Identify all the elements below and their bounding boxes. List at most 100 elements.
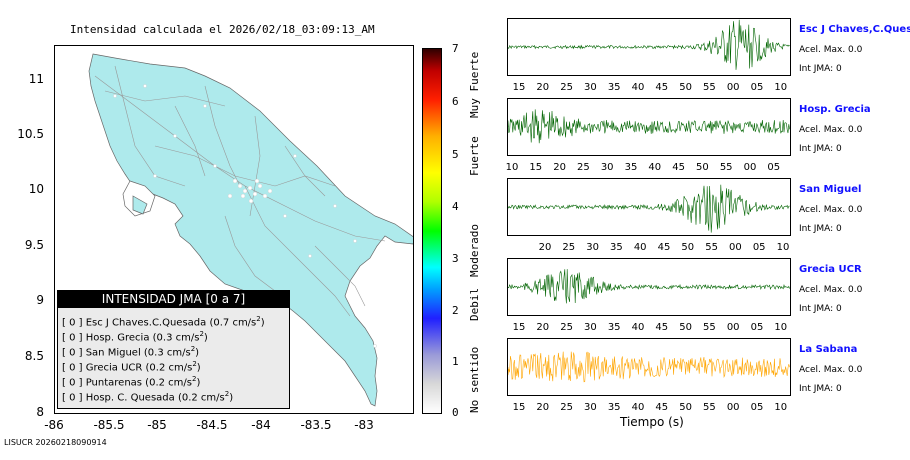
- time-tick-label: 50: [696, 162, 709, 173]
- waveform-line: [508, 109, 790, 144]
- time-tick-label: 30: [584, 82, 597, 93]
- station-name[interactable]: Hosp. Grecia: [799, 104, 871, 115]
- map-y-tick: 8: [36, 405, 44, 419]
- map-x-tick: -83: [354, 418, 374, 432]
- waveform-trace-4: [507, 338, 791, 396]
- time-tick-label: 45: [655, 82, 669, 93]
- costa-rica-map: [88, 53, 413, 407]
- waveform-line: [508, 351, 790, 383]
- colorbar-label: No sentido: [468, 346, 481, 413]
- time-tick-label: 05: [750, 322, 764, 333]
- time-tick-label: 30: [584, 322, 597, 333]
- time-tick-label: 20: [538, 242, 552, 253]
- colorbar-tick: 7: [452, 42, 459, 55]
- colorbar-tick: 4: [452, 200, 459, 213]
- time-tick-label: 55: [705, 242, 718, 253]
- map-x-tick: -85.5: [93, 418, 125, 432]
- waveform-svg: [508, 351, 790, 383]
- time-tick-label: 40: [631, 322, 645, 333]
- colorbar-label: Fuerte: [468, 136, 481, 176]
- waveform-time-ticks: 10 15 20 25 30 35 40 45 50 55 00 05: [505, 162, 789, 174]
- waveform-trace-0: [507, 18, 791, 76]
- time-tick-label: 55: [719, 162, 733, 173]
- time-tick-label: 25: [560, 402, 573, 413]
- time-tick-label: 35: [607, 82, 621, 93]
- time-tick-label: 20: [553, 162, 566, 173]
- time-tick-label: 45: [655, 402, 669, 413]
- time-tick-label: 50: [679, 322, 692, 333]
- colorbar-label: Debil: [468, 287, 481, 321]
- legend-item: [ 0 ] Puntarenas (0.2 cm/s2): [62, 375, 201, 389]
- time-tick-label: 25: [560, 322, 573, 333]
- time-tick-label: 05: [752, 242, 766, 253]
- waveform-time-ticks: 15 20 25 30 35 40 45 50 55 00 05 10: [507, 402, 789, 414]
- time-tick-label: 40: [648, 162, 662, 173]
- legend-item: [ 0 ] Esc J Chaves.C.Quesada (0.7 cm/s2): [62, 315, 265, 329]
- time-tick-label: 55: [703, 322, 716, 333]
- station-name[interactable]: San Miguel: [799, 184, 862, 195]
- waveform-time-ticks: 20 25 30 35 40 45 50 55 00 05 10: [507, 242, 790, 254]
- map-y-tick: 11: [28, 72, 44, 86]
- time-tick-label: 10: [776, 242, 790, 253]
- map-x-tick: -83.5: [300, 418, 332, 432]
- time-tick-label: 15: [529, 162, 543, 173]
- legend-item: [ 0 ] Hosp. C. Quesada (0.2 cm/s2): [62, 390, 234, 404]
- legend-item: [ 0 ] Grecia UCR (0.2 cm/s2): [62, 360, 201, 374]
- time-tick-label: 30: [584, 402, 597, 413]
- legend-title: INTENSIDAD JMA [0 a 7]: [58, 291, 289, 308]
- time-tick-label: 25: [562, 242, 576, 253]
- map-y-tick: 8.5: [24, 349, 44, 363]
- time-tick-label: 00: [726, 82, 740, 93]
- waveform-svg: [508, 19, 790, 70]
- time-tick-label: 05: [750, 402, 764, 413]
- waveform-trace-2: [507, 178, 791, 236]
- time-tick-label: 50: [681, 242, 695, 253]
- map-x-tick: -84.5: [196, 418, 228, 432]
- colorbar-tick: 1: [452, 355, 459, 368]
- legend-item: [ 0 ] Hosp. Grecia (0.3 cm/s2): [62, 330, 208, 344]
- time-tick-label: 05: [750, 82, 764, 93]
- station-jma-intensity: Int JMA: 0: [799, 64, 842, 74]
- time-tick-label: 55: [703, 402, 716, 413]
- station-name[interactable]: Esc J Chaves,C.Quesada: [799, 24, 910, 35]
- map-y-tick: 10: [28, 182, 44, 196]
- colorbar-tick: 3: [452, 252, 459, 265]
- time-tick-label: 15: [512, 402, 526, 413]
- station-name[interactable]: La Sabana: [799, 344, 858, 355]
- time-tick-label: 20: [536, 402, 550, 413]
- time-axis-label: Tiempo (s): [620, 415, 684, 429]
- station-name[interactable]: Grecia UCR: [799, 264, 862, 275]
- time-tick-label: 30: [586, 242, 599, 253]
- time-tick-label: 00: [729, 242, 742, 253]
- time-tick-label: 55: [703, 82, 716, 93]
- time-tick-label: 35: [607, 402, 621, 413]
- station-jma-intensity: Int JMA: 0: [799, 224, 842, 234]
- time-tick-label: 05: [767, 162, 781, 173]
- time-tick-label: 10: [505, 162, 519, 173]
- station-accel-max: Acel. Max. 0.0: [799, 365, 863, 375]
- colorbar-tick: 5: [452, 148, 459, 161]
- waveform-trace-1: [507, 98, 791, 156]
- map-x-tick: -85: [147, 418, 167, 432]
- intensity-colorbar: [422, 48, 442, 414]
- time-tick-label: 35: [624, 162, 638, 173]
- colorbar-tick: 0: [452, 406, 459, 419]
- station-jma-intensity: Int JMA: 0: [799, 384, 842, 394]
- waveform-line: [508, 269, 790, 304]
- waveform-time-ticks: 15 20 25 30 35 40 45 50 55 00 05 10: [507, 82, 789, 94]
- colorbar-label: Muy Fuerte: [468, 51, 481, 118]
- waveform-svg: [508, 109, 790, 144]
- waveform-line: [508, 19, 790, 70]
- time-tick-label: 25: [560, 82, 573, 93]
- station-accel-max: Acel. Max. 0.0: [799, 45, 863, 55]
- map-title: Intensidad calculada el 2026/02/18_03:09…: [70, 23, 375, 36]
- time-tick-label: 35: [607, 322, 621, 333]
- time-tick-label: 20: [536, 322, 550, 333]
- colorbar-tick: 2: [452, 304, 459, 317]
- station-accel-max: Acel. Max. 0.0: [799, 285, 863, 295]
- waveform-line: [508, 184, 790, 233]
- map-x-tick: -86: [44, 418, 64, 432]
- time-tick-label: 10: [774, 402, 788, 413]
- time-tick-label: 30: [600, 162, 614, 173]
- time-tick-label: 35: [610, 242, 623, 253]
